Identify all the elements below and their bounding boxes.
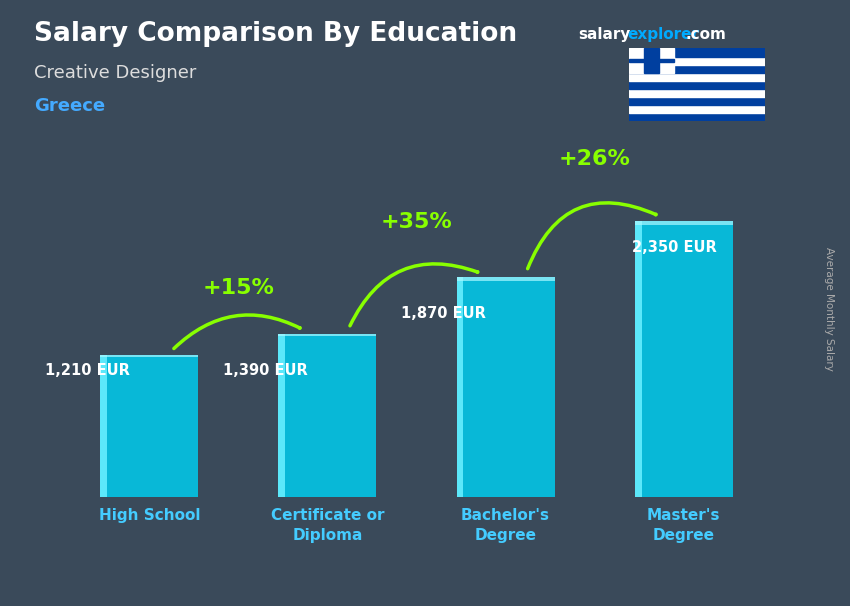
Text: +26%: +26% <box>558 149 631 169</box>
Bar <box>629 48 674 73</box>
Bar <box>629 113 765 121</box>
Text: 2,350 EUR: 2,350 EUR <box>632 241 717 255</box>
Bar <box>100 355 107 497</box>
Bar <box>279 334 377 497</box>
Bar <box>635 221 733 225</box>
Bar <box>456 278 554 281</box>
Bar <box>629 59 674 62</box>
Bar <box>629 73 765 81</box>
Bar <box>629 56 765 65</box>
Text: +15%: +15% <box>202 278 275 298</box>
Text: 1,210 EUR: 1,210 EUR <box>44 364 129 378</box>
Bar <box>629 105 765 113</box>
Bar <box>279 334 377 336</box>
Bar <box>279 334 286 497</box>
Text: Creative Designer: Creative Designer <box>34 64 196 82</box>
Text: Average Monthly Salary: Average Monthly Salary <box>824 247 834 371</box>
Bar <box>629 56 674 65</box>
Text: 1,390 EUR: 1,390 EUR <box>223 363 308 378</box>
Bar <box>629 48 765 56</box>
Text: Greece: Greece <box>34 97 105 115</box>
Bar <box>629 81 765 89</box>
Bar <box>629 97 765 105</box>
Text: Salary Comparison By Education: Salary Comparison By Education <box>34 21 517 47</box>
FancyArrowPatch shape <box>174 315 300 348</box>
Bar <box>100 355 198 497</box>
Text: .com: .com <box>685 27 726 42</box>
Text: explorer: explorer <box>627 27 700 42</box>
Bar <box>100 355 198 357</box>
Bar <box>635 221 642 497</box>
FancyArrowPatch shape <box>350 264 478 326</box>
Text: +35%: +35% <box>381 212 452 232</box>
Bar <box>456 278 554 497</box>
Text: 1,870 EUR: 1,870 EUR <box>401 306 485 321</box>
Bar <box>635 221 733 497</box>
Bar <box>456 278 463 497</box>
Bar <box>629 89 765 97</box>
Bar <box>644 48 660 73</box>
Text: salary: salary <box>578 27 631 42</box>
Bar <box>629 65 765 73</box>
FancyArrowPatch shape <box>528 203 656 268</box>
